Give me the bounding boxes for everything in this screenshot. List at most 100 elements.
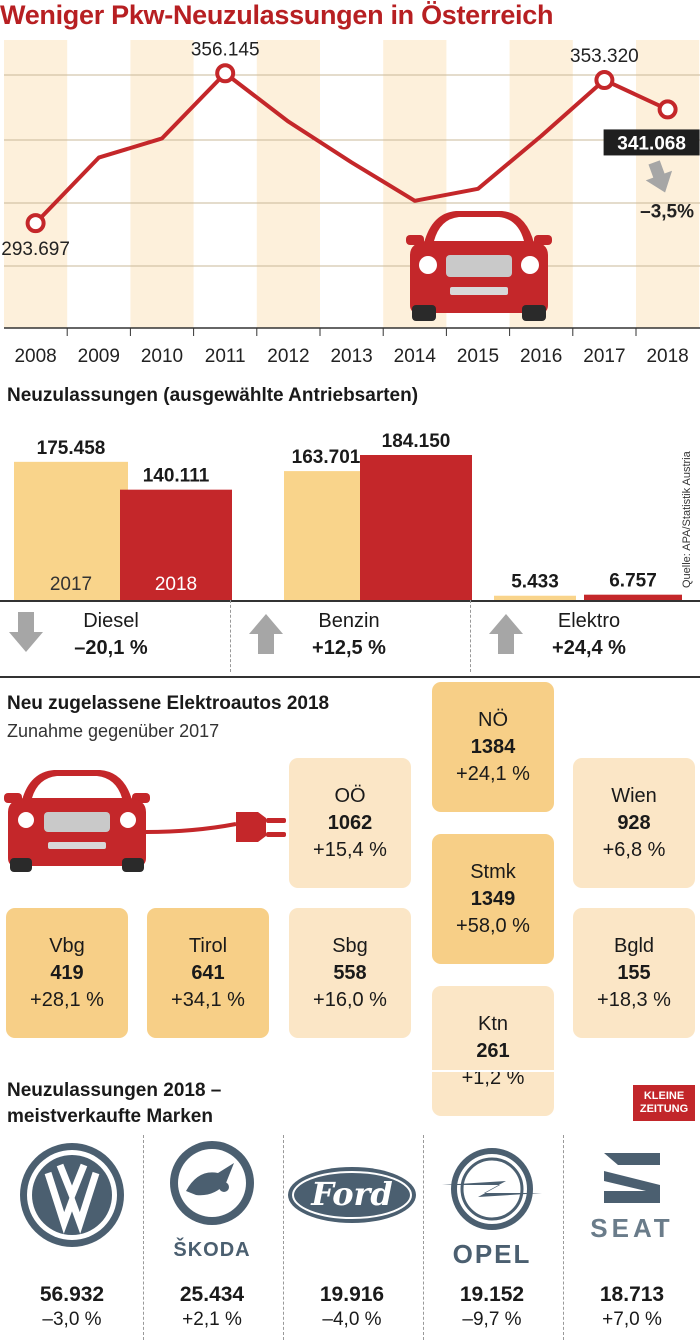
- region-value: 1384: [470, 735, 516, 758]
- data-point: [594, 70, 615, 91]
- bar: [14, 461, 128, 600]
- x-tick-label: 2013: [330, 346, 372, 367]
- elektro-title: Neu zugelassene Elektroautos 2018: [7, 693, 330, 714]
- x-tick-label: 2009: [78, 346, 120, 367]
- arrow-up-icon: [489, 614, 523, 654]
- publisher-line1: KLEINE: [643, 1090, 685, 1102]
- region-name: Ktn: [477, 1012, 509, 1035]
- fuel-change-diesel: –20,1 %: [74, 637, 148, 659]
- publisher-line2: ZEITUNG: [639, 1103, 689, 1115]
- region-value: 419: [50, 961, 84, 984]
- brand-ford: Ford 19.916 –4,0 %: [284, 1135, 420, 1340]
- fuel-change-row: Diesel –20,1 % Benzin +12,5 % Elektro +2…: [0, 600, 700, 672]
- ford-logo-icon: [288, 1167, 416, 1223]
- x-tick-label: 2012: [267, 346, 309, 367]
- brand-logo-text: OPEL: [452, 1239, 532, 1269]
- fuel-change-benzin: +12,5 %: [312, 637, 386, 659]
- brand-change: –3,0 %: [42, 1309, 102, 1330]
- region-change: +6,8 %: [602, 838, 666, 861]
- bar-value-label: 140.111: [143, 466, 210, 487]
- region-name: Tirol: [188, 934, 228, 957]
- region-change: +15,4 %: [313, 838, 387, 861]
- x-tick-label: 2017: [583, 346, 625, 367]
- skoda-logo-icon: [170, 1141, 254, 1225]
- region-change: +34,1 %: [171, 988, 245, 1011]
- change-label: –3,5%: [640, 201, 694, 222]
- vw-logo-icon: [20, 1143, 124, 1247]
- legend-label: 2017: [50, 574, 92, 595]
- region-change: +58,0 %: [456, 914, 530, 937]
- region-tile: Bgld 155 +18,3 %: [573, 908, 695, 1038]
- brands-title-line1: Neuzulassungen 2018 –: [7, 1080, 222, 1101]
- brand-value: 19.152: [459, 1283, 525, 1306]
- page-title: Weniger Pkw-Neuzulassungen in Österreich: [0, 0, 554, 30]
- region-name: NÖ: [478, 708, 508, 731]
- brand-logo-text: SEAT: [590, 1213, 674, 1243]
- bar: [284, 471, 368, 600]
- region-value: 155: [617, 961, 651, 984]
- brand-change: –4,0 %: [322, 1309, 382, 1330]
- brand-skoda: ŠKODA 25.434 +2,1 %: [144, 1135, 280, 1340]
- region-name: Sbg: [332, 934, 368, 957]
- brands-title-line2: meistverkaufte Marken: [7, 1106, 213, 1127]
- x-tick-label: 2008: [14, 346, 56, 367]
- fuel-name-benzin: Benzin: [318, 610, 380, 632]
- data-label: 341.068: [617, 133, 686, 154]
- bar: [494, 595, 576, 600]
- region-value: 1062: [327, 811, 373, 834]
- region-tile: Wien 928 +6,8 %: [573, 758, 695, 888]
- region-tile: Sbg 558 +16,0 %: [289, 908, 411, 1038]
- region-change: +16,0 %: [313, 988, 387, 1011]
- data-label: 353.320: [570, 46, 639, 67]
- region-change: +1,2 %: [461, 1066, 525, 1089]
- x-tick-label: 2016: [520, 346, 562, 367]
- electric-car-icon: [4, 770, 286, 872]
- brand-logo-text: ŠKODA: [173, 1239, 251, 1261]
- region-value: 558: [333, 961, 367, 984]
- brand-change: +7,0 %: [602, 1309, 662, 1330]
- brand-value: 56.932: [39, 1283, 105, 1306]
- data-point: [215, 63, 236, 84]
- data-point: [657, 99, 678, 120]
- opel-logo-icon: [442, 1148, 542, 1230]
- region-name: OÖ: [334, 784, 366, 807]
- fuel-name-diesel: Diesel: [83, 610, 139, 632]
- x-tick-label: 2011: [205, 346, 246, 367]
- region-change: +18,3 %: [597, 988, 671, 1011]
- arrow-up-icon: [249, 614, 283, 654]
- bar-value-label: 175.458: [37, 438, 106, 459]
- data-point: [25, 213, 46, 234]
- region-tile: Vbg 419 +28,1 %: [6, 908, 128, 1038]
- data-label: 356.145: [191, 40, 260, 60]
- line-chart: 2008 2009 2010 2011 2012 2013 2014 2015 2016 2017…: [1, 40, 700, 367]
- x-tick-label: 2010: [141, 346, 183, 367]
- region-value: 261: [476, 1039, 510, 1062]
- bar-value-label: 5.433: [511, 572, 559, 593]
- bar-value-label: 6.757: [609, 571, 657, 592]
- region-name: Vbg: [49, 934, 85, 957]
- bar-value-label: 184.150: [382, 431, 451, 452]
- x-tick-label: 2014: [394, 346, 437, 367]
- x-tick-label: 2018: [646, 346, 688, 367]
- x-tick-label: 2015: [457, 346, 499, 367]
- region-tile: Tirol 641 +34,1 %: [147, 908, 269, 1038]
- bar: [120, 489, 232, 600]
- brand-opel: OPEL 19.152 –9,7 %: [424, 1135, 560, 1340]
- elektro-subtitle: Zunahme gegenüber 2017: [7, 721, 220, 741]
- fuel-chart-title: Neuzulassungen (ausgewählte Antriebsarte…: [7, 385, 419, 406]
- year-band: [130, 40, 194, 328]
- divider: [0, 676, 700, 678]
- year-band: [256, 40, 320, 328]
- region-tile: Ktn 261 +1,2 %: [432, 986, 554, 1116]
- brand-change: +2,1 %: [182, 1309, 242, 1330]
- brand-vw: 56.932 –3,0 %: [4, 1135, 140, 1340]
- region-value: 1349: [470, 887, 516, 910]
- region-change: +24,1 %: [456, 762, 530, 785]
- region-name: Bgld: [613, 934, 655, 957]
- data-line: [34, 71, 669, 225]
- region-value: 641: [191, 961, 225, 984]
- brand-logo-text: Ford: [311, 1175, 393, 1213]
- region-tile: NÖ 1384 +24,1 %: [432, 682, 554, 812]
- arrow-down-icon: [645, 160, 673, 193]
- fuel-name-elektro: Elektro: [557, 610, 621, 632]
